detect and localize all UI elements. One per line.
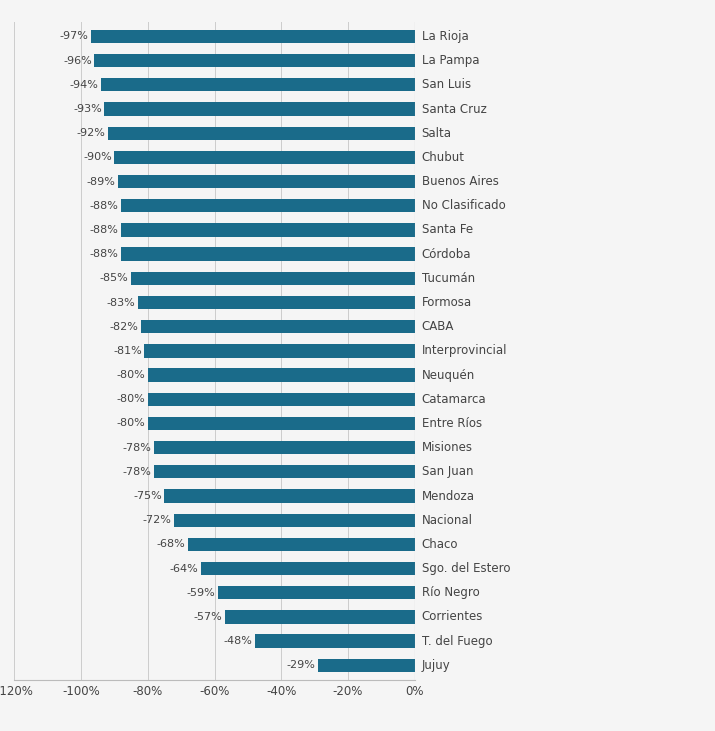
Bar (154, 441, 415, 454)
Bar (118, 175, 415, 188)
Text: Chaco: Chaco (422, 538, 458, 551)
Text: Santa Fe: Santa Fe (422, 224, 473, 236)
Bar (318, 659, 415, 672)
Text: -88%: -88% (89, 225, 119, 235)
Bar (101, 78, 415, 91)
Text: Río Negro: Río Negro (422, 586, 479, 599)
Text: Mendoza: Mendoza (422, 490, 475, 502)
Text: -82%: -82% (109, 322, 139, 332)
Bar (121, 199, 415, 213)
Bar (148, 393, 415, 406)
Text: -78%: -78% (123, 443, 152, 452)
Text: -80%: -80% (117, 394, 145, 404)
Text: -72%: -72% (143, 515, 172, 525)
Text: -90%: -90% (83, 152, 112, 162)
Text: Santa Cruz: Santa Cruz (422, 102, 486, 115)
Text: -93%: -93% (73, 104, 102, 114)
Text: La Rioja: La Rioja (422, 30, 468, 43)
Text: Nacional: Nacional (422, 514, 473, 527)
Text: San Luis: San Luis (422, 78, 470, 91)
Text: -85%: -85% (99, 273, 129, 284)
Text: T. del Fuego: T. del Fuego (422, 635, 492, 648)
Bar (138, 296, 415, 309)
Bar (188, 538, 415, 551)
Bar (108, 126, 415, 140)
Text: -94%: -94% (69, 80, 99, 90)
Text: -75%: -75% (133, 491, 162, 501)
Text: -81%: -81% (113, 346, 142, 356)
Bar (94, 54, 415, 67)
Bar (174, 514, 415, 527)
Text: Neuquén: Neuquén (422, 368, 475, 382)
Text: -80%: -80% (117, 370, 145, 380)
Bar (218, 586, 415, 599)
Text: -80%: -80% (117, 418, 145, 428)
Text: Corrientes: Corrientes (422, 610, 483, 624)
Bar (121, 248, 415, 261)
Text: Jujuy: Jujuy (422, 659, 450, 672)
Bar (164, 489, 415, 503)
Text: -88%: -88% (89, 201, 119, 211)
Text: Córdoba: Córdoba (422, 248, 471, 261)
Bar (255, 635, 415, 648)
Bar (201, 562, 415, 575)
Text: -48%: -48% (223, 636, 252, 646)
Bar (104, 102, 415, 115)
Text: Buenos Aires: Buenos Aires (422, 175, 498, 188)
Bar (121, 223, 415, 237)
Bar (154, 465, 415, 479)
Text: San Juan: San Juan (422, 466, 473, 478)
Text: Tucumán: Tucumán (422, 272, 475, 285)
Text: -78%: -78% (123, 467, 152, 477)
Text: -29%: -29% (287, 660, 315, 670)
Bar (131, 272, 415, 285)
Text: Chubut: Chubut (422, 151, 465, 164)
Text: Sgo. del Estero: Sgo. del Estero (422, 562, 510, 575)
Bar (225, 610, 415, 624)
Text: -88%: -88% (89, 249, 119, 259)
Text: Entre Ríos: Entre Ríos (422, 417, 482, 430)
Text: -59%: -59% (187, 588, 215, 598)
Text: -57%: -57% (193, 612, 222, 622)
Text: No Clasificado: No Clasificado (422, 200, 506, 212)
Bar (114, 151, 415, 164)
Text: CABA: CABA (422, 320, 454, 333)
Text: Misiones: Misiones (422, 441, 473, 454)
Text: -92%: -92% (77, 128, 105, 138)
Text: -96%: -96% (63, 56, 92, 66)
Text: -64%: -64% (169, 564, 199, 574)
Text: -68%: -68% (157, 539, 185, 550)
Bar (144, 344, 415, 357)
Text: Formosa: Formosa (422, 296, 472, 309)
Text: Salta: Salta (422, 126, 452, 140)
Bar (141, 320, 415, 333)
Text: -89%: -89% (87, 177, 115, 186)
Text: Interprovincial: Interprovincial (422, 344, 507, 357)
Text: -97%: -97% (59, 31, 89, 42)
Bar (148, 368, 415, 382)
Bar (148, 417, 415, 430)
Text: Catamarca: Catamarca (422, 393, 486, 406)
Text: -83%: -83% (107, 298, 135, 308)
Text: La Pampa: La Pampa (422, 54, 479, 67)
Bar (91, 30, 415, 43)
